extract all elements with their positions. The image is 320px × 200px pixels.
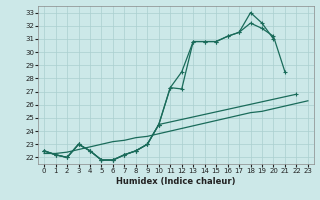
X-axis label: Humidex (Indice chaleur): Humidex (Indice chaleur) [116,177,236,186]
